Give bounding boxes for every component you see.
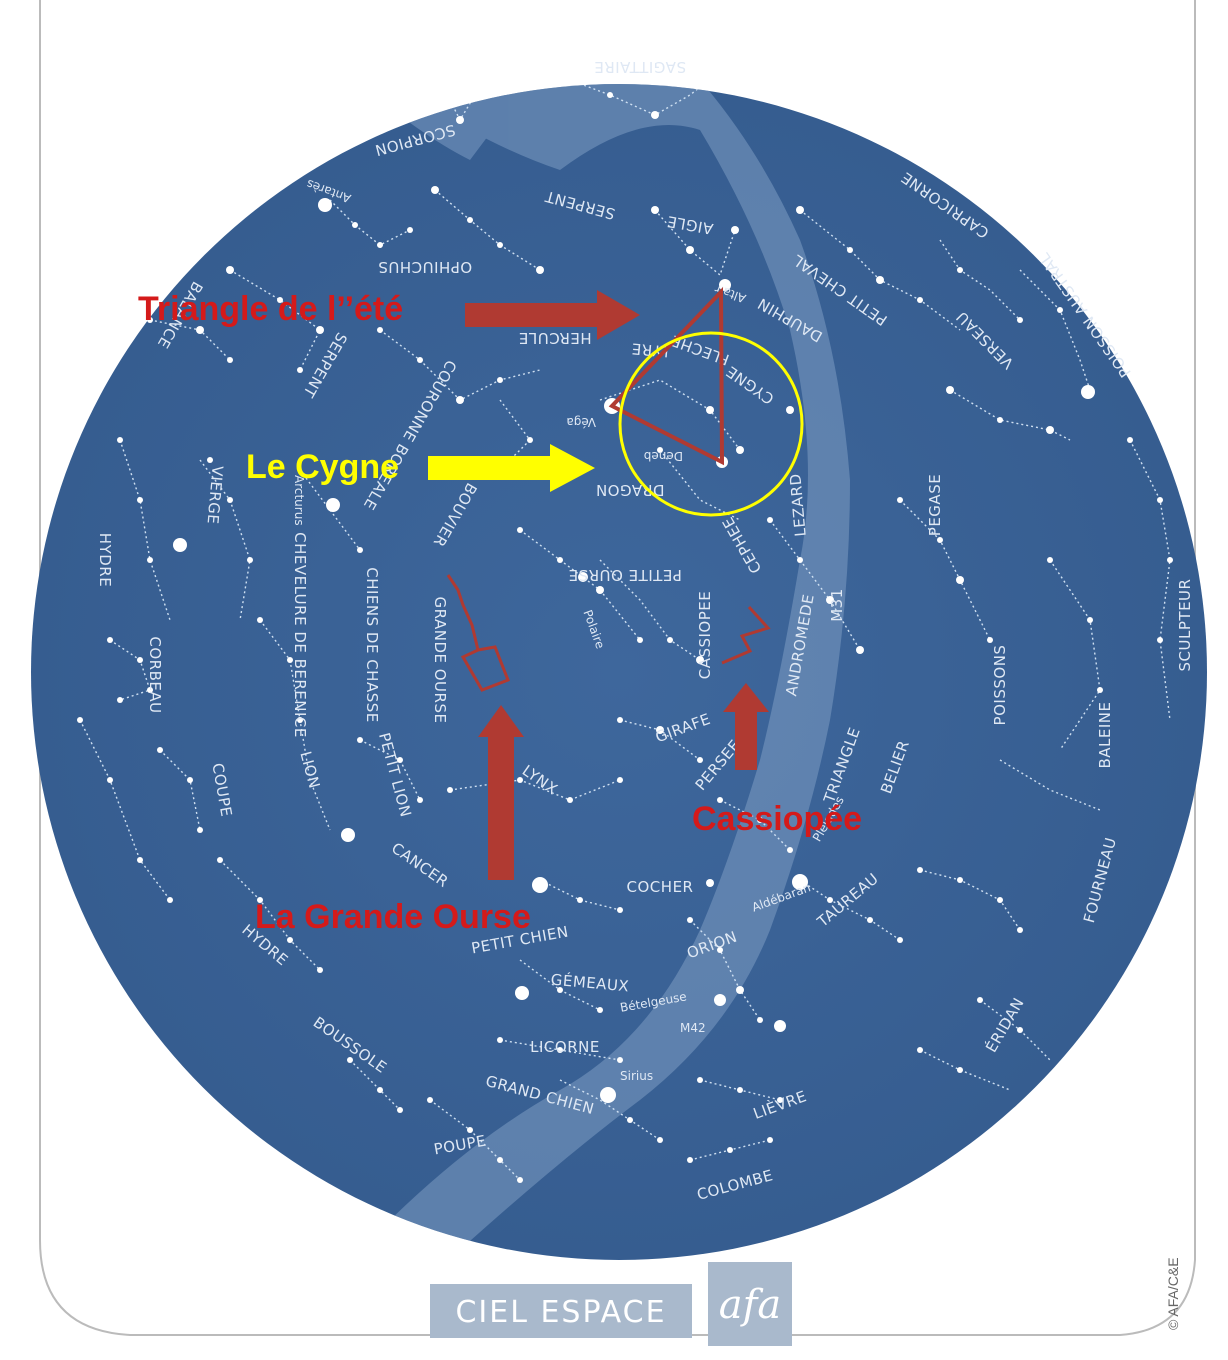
label-corbeau: CORBEAU xyxy=(146,636,164,713)
label-sculpteur: SCULPTEUR xyxy=(1176,579,1194,672)
label-hydre-left: HYDRE xyxy=(96,533,114,587)
star-deneb: Deneb xyxy=(644,449,683,463)
label-grande-ourse: GRANDE OURSE xyxy=(431,597,449,724)
star-arcturus: Arcturus xyxy=(292,475,306,526)
credit-text: © AFA/C&E xyxy=(1165,1257,1181,1330)
label-petite-ourse: PETITE OURSE xyxy=(568,566,682,584)
label-hercule: HERCULE xyxy=(518,329,591,347)
annotation-triangle-ete: Triangle de l’’été xyxy=(138,290,403,328)
big-dipper-arrow xyxy=(478,705,524,880)
stars xyxy=(62,87,1173,1183)
label-m31: M31 xyxy=(828,588,846,622)
afa-logo-text: afa xyxy=(719,1282,782,1328)
summer-triangle-outline xyxy=(608,287,725,466)
cygnus-arrow xyxy=(428,444,595,492)
annotation-grande-ourse: La Grande Ourse xyxy=(255,898,531,936)
label-chiens-chasse: CHIENS DE CHASSE xyxy=(363,567,381,723)
label-ophiuchus: OPHIUCHUS xyxy=(378,258,472,276)
ciel-espace-logo: CIEL ESPACE xyxy=(430,1284,692,1338)
page-frame xyxy=(39,0,1196,1336)
label-licorne: LICORNE xyxy=(530,1038,600,1056)
label-vierge: VIERGE xyxy=(203,465,226,525)
afa-logo: afa xyxy=(708,1262,792,1346)
sky-disc xyxy=(31,84,1207,1260)
label-poissons: POISSONS xyxy=(991,645,1009,726)
label-lezard: LEZARD xyxy=(786,473,809,538)
label-cassiopee: CASSIOPEE xyxy=(696,591,714,680)
cassiopeia-arrow xyxy=(723,683,769,770)
cassiopeia-outline xyxy=(721,605,771,665)
star-sirius: Sirius xyxy=(620,1069,653,1083)
label-pegase: PEGASE xyxy=(926,474,944,536)
label-chevelure: CHEVELURE DE BERENICE xyxy=(291,532,309,738)
star-vega: Véga xyxy=(566,415,596,429)
big-dipper-outline xyxy=(446,574,510,692)
label-baleine: BALEINE xyxy=(1096,701,1114,768)
label-sagittaire: SAGITTAIRE xyxy=(594,58,686,76)
star-m42: M42 xyxy=(680,1021,706,1035)
ciel-espace-logo-text: CIEL ESPACE xyxy=(455,1295,666,1330)
cygnus-circle xyxy=(618,331,804,517)
annotation-le-cygne: Le Cygne xyxy=(246,448,399,486)
triangle-arrow xyxy=(465,290,640,340)
annotations: Triangle de l’’été Le Cygne Cassiopée La… xyxy=(138,287,862,936)
label-dragon: DRAGON xyxy=(595,481,664,499)
annotation-cassiopee: Cassiopée xyxy=(692,800,862,838)
label-cocher: COCHER xyxy=(627,878,694,896)
